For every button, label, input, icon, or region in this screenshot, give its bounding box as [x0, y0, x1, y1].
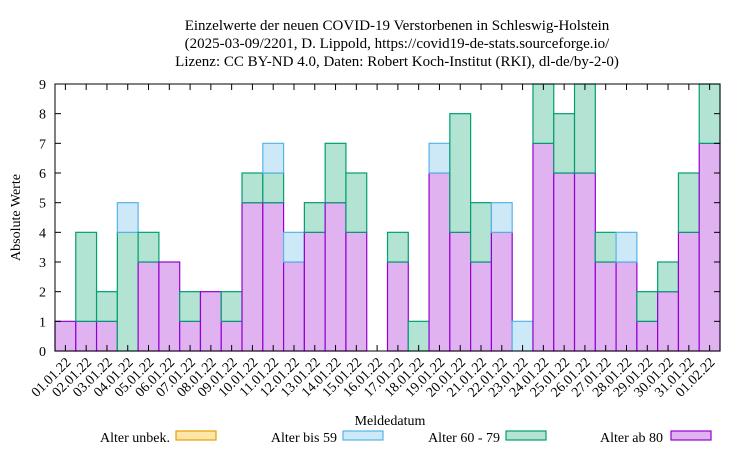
y-tick-label: 8 — [39, 108, 46, 123]
bar-alter-60-79-3 — [116, 231, 139, 352]
bar-alter-ab-80-31 — [698, 142, 721, 352]
y-tick-label: 7 — [39, 137, 46, 152]
y-tick-label: 0 — [39, 345, 46, 360]
bar-alter-ab-80-26 — [594, 261, 617, 352]
bar-alter-60-79-29 — [657, 261, 680, 293]
bar-alter-60-79-25 — [573, 83, 596, 174]
legend-label-alter-60-79: Alter 60 - 79 — [428, 431, 500, 446]
bar-alter-ab-80-7 — [199, 291, 222, 352]
bar-alter-bis-59-18 — [428, 142, 451, 174]
bar-alter-60-79-12 — [303, 202, 326, 233]
bar-alter-ab-80-18 — [428, 172, 451, 352]
bar-alter-60-79-28 — [636, 291, 659, 322]
bar-alter-bis-59-21 — [490, 202, 513, 233]
bar-alter-ab-80-23 — [532, 142, 555, 352]
y-tick-label: 5 — [39, 197, 46, 212]
bar-alter-ab-80-21 — [490, 231, 513, 352]
bar-alter-ab-80-4 — [137, 261, 160, 352]
bar-alter-60-79-8 — [220, 291, 243, 322]
bar-alter-60-79-10 — [262, 172, 285, 204]
bar-alter-60-79-19 — [449, 113, 472, 233]
legend-label-alter-unbek-: Alter unbek. — [100, 431, 170, 446]
bar-alter-60-79-20 — [470, 202, 493, 263]
legend: Alter unbek. Alter bis 59 Alter 60 - 79 Alt… — [100, 430, 712, 446]
bar-alter-ab-80-9 — [241, 202, 264, 352]
bar-alter-ab-80-25 — [573, 172, 596, 352]
bar-alter-60-79-26 — [594, 231, 617, 263]
bar-alter-bis-59-3 — [116, 202, 139, 233]
legend-swatch-alter-60-79 — [505, 430, 547, 441]
y-axis: 0 1 2 3 4 5 6 7 8 9 — [39, 78, 720, 360]
bar-alter-ab-80-16 — [386, 261, 409, 352]
bar-alter-60-79-30 — [677, 172, 700, 233]
bar-alter-ab-80-14 — [345, 231, 368, 352]
bar-alter-60-79-14 — [345, 172, 368, 233]
legend-swatch-alter-unbek- — [175, 430, 217, 441]
chart-title-line-2: (2025-03-09/2201, D. Lippold, https://co… — [185, 36, 610, 52]
chart-title: Einzelwerte der neuen COVID-19 Verstorbe… — [175, 18, 619, 70]
bar-alter-60-79-16 — [386, 231, 409, 263]
y-axis-label: Absolute Werte — [9, 174, 24, 261]
bar-alter-bis-59-27 — [615, 231, 638, 263]
bar-alter-60-79-13 — [324, 142, 347, 204]
plot-frame — [54, 83, 721, 352]
bar-alter-60-79-1 — [75, 231, 98, 322]
bar-alter-bis-59-11 — [282, 231, 305, 263]
bar-alter-60-79-24 — [553, 113, 576, 174]
bar-alter-ab-80-11 — [282, 261, 305, 352]
bar-alter-ab-80-30 — [677, 231, 700, 352]
bar-alter-60-79-9 — [241, 172, 264, 204]
bar-alter-ab-80-29 — [657, 291, 680, 352]
bar-alter-ab-80-27 — [615, 261, 638, 352]
bar-alter-60-79-23 — [532, 83, 555, 144]
bar-alter-ab-80-20 — [470, 261, 493, 352]
bar-alter-ab-80-5 — [158, 261, 181, 352]
y-tick-label: 2 — [39, 286, 46, 301]
legend-label-alter-bis-59: Alter bis 59 — [271, 431, 337, 446]
bar-alter-bis-59-10 — [262, 142, 285, 174]
bar-alter-60-79-2 — [95, 291, 118, 322]
x-axis-label: Meldedatum — [355, 414, 426, 429]
y-tick-label: 4 — [39, 226, 46, 241]
bar-alter-60-79-6 — [179, 291, 202, 322]
legend-label-alter-ab-80: Alter ab 80 — [600, 431, 663, 446]
bar-alter-ab-80-24 — [553, 172, 576, 352]
bar-alter-ab-80-19 — [449, 231, 472, 352]
bar-alter-60-79-4 — [137, 231, 160, 263]
y-tick-label: 6 — [39, 167, 46, 182]
legend-swatch-alter-ab-80 — [670, 430, 712, 441]
bar-alter-ab-80-10 — [262, 202, 285, 352]
y-tick-label: 1 — [39, 315, 46, 330]
chart-title-line-1: Einzelwerte der neuen COVID-19 Verstorbe… — [185, 18, 610, 34]
y-tick-label: 9 — [39, 78, 46, 93]
bars — [54, 83, 721, 352]
y-tick-label: 3 — [39, 256, 46, 271]
bar-alter-ab-80-12 — [303, 231, 326, 352]
bar-alter-ab-80-13 — [324, 202, 347, 352]
legend-swatch-alter-bis-59 — [342, 430, 384, 441]
chart-title-line-3: Lizenz: CC BY-ND 4.0, Daten: Robert Koch… — [175, 54, 619, 70]
